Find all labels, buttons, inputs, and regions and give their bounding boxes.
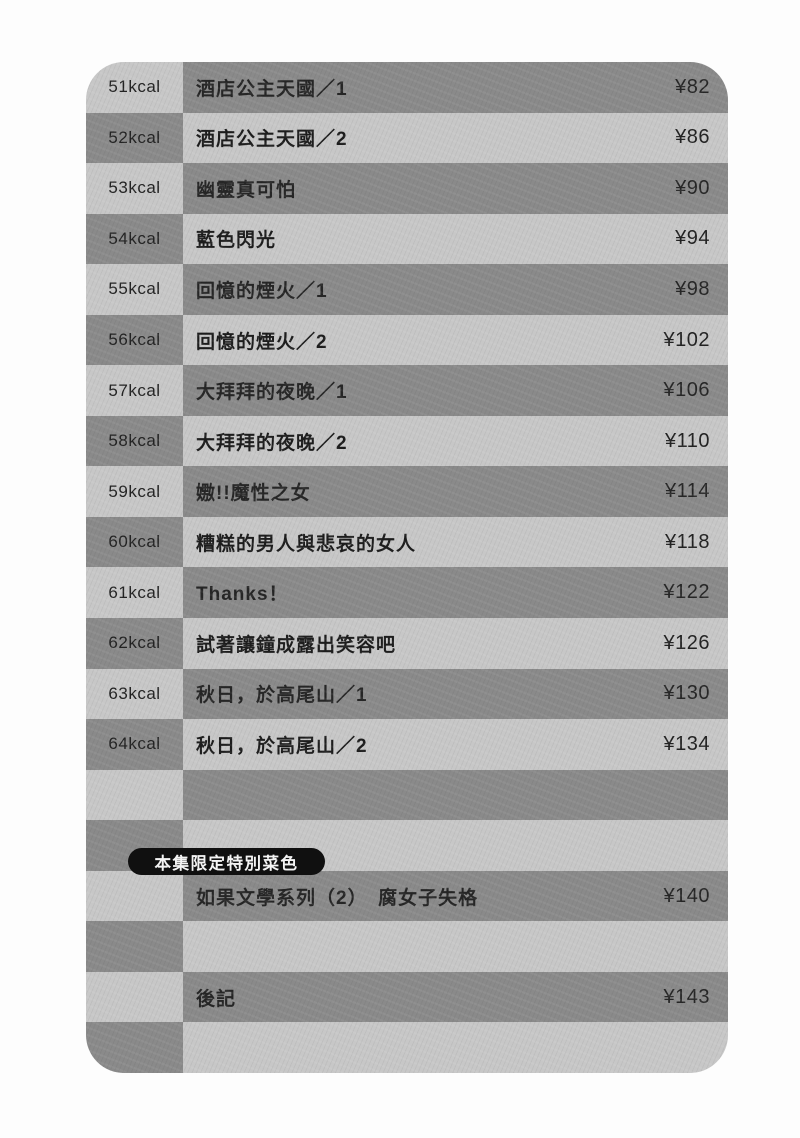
chapter-title: 大拜拜的夜晚／1: [196, 382, 348, 404]
page-number: ¥94: [675, 227, 710, 250]
chapter-title: 酒店公主天國／1: [196, 78, 348, 100]
kcal-label: [86, 870, 183, 922]
kcal-label: [86, 971, 183, 1023]
chapter-title: 回憶的煙火／1: [196, 280, 328, 302]
special-section-badge: 本集限定特別菜色: [128, 848, 325, 875]
toc-row: 64kcal 秋日，於高尾山／2 ¥134: [86, 719, 728, 770]
toc-row-main: 大拜拜的夜晚／2 ¥110: [183, 415, 728, 467]
page-number: ¥140: [663, 884, 710, 907]
kcal-label: [86, 1022, 183, 1073]
kcal-label: 63kcal: [86, 668, 183, 720]
toc-row-main: 回憶的煙火／1 ¥98: [183, 264, 728, 315]
page-number: ¥98: [675, 277, 710, 300]
chapter-title: 回憶的煙火／2: [196, 331, 328, 353]
page-number: ¥130: [663, 682, 710, 705]
chapter-title: 後記: [196, 988, 237, 1010]
toc-row: [86, 1022, 728, 1073]
kcal-label: 53kcal: [86, 163, 183, 214]
page-number: ¥106: [663, 379, 710, 402]
toc-row-main: 嫐!!魔性之女 ¥114: [183, 466, 728, 517]
toc-row-main: 如果文學系列（2） 腐女子失格 ¥140: [183, 870, 728, 922]
kcal-label: 61kcal: [86, 567, 183, 619]
page-number: ¥143: [663, 985, 710, 1008]
toc-row: 53kcal 幽靈真可怕 ¥90: [86, 163, 728, 214]
page-number: ¥126: [663, 631, 710, 654]
kcal-label: 60kcal: [86, 516, 183, 568]
toc-row-main: 大拜拜的夜晚／1 ¥106: [183, 365, 728, 416]
toc-row: [86, 921, 728, 972]
page-number: ¥90: [675, 176, 710, 199]
toc-row-main: 後記 ¥143: [183, 971, 728, 1023]
kcal-label: 57kcal: [86, 365, 183, 416]
toc-row: 56kcal 回憶的煙火／2 ¥102: [86, 314, 728, 366]
kcal-label: 59kcal: [86, 466, 183, 517]
toc-row-main: 糟糕的男人與悲哀的女人 ¥118: [183, 516, 728, 568]
toc-row-main: 酒店公主天國／2 ¥86: [183, 112, 728, 164]
toc-row: 58kcal 大拜拜的夜晚／2 ¥110: [86, 415, 728, 467]
toc-row-main: 幽靈真可怕 ¥90: [183, 163, 728, 214]
kcal-label: 54kcal: [86, 213, 183, 265]
page-number: ¥82: [675, 75, 710, 98]
toc-row-main: [183, 769, 728, 821]
page-number: ¥86: [675, 126, 710, 149]
page-number: ¥102: [663, 328, 710, 351]
toc-row: 61kcal Thanks！ ¥122: [86, 567, 728, 619]
toc-row: 63kcal 秋日，於高尾山／1 ¥130: [86, 668, 728, 720]
toc-row: 59kcal 嫐!!魔性之女 ¥114: [86, 466, 728, 517]
toc-row: 62kcal 試著讓鐘成露出笑容吧 ¥126: [86, 618, 728, 669]
chapter-title: 酒店公主天國／2: [196, 129, 348, 151]
chapter-title: 秋日，於高尾山／1: [196, 685, 368, 707]
toc-row: [86, 769, 728, 821]
page-number: ¥122: [663, 581, 710, 604]
page-number: ¥110: [664, 429, 710, 452]
chapter-title: 試著讓鐘成露出笑容吧: [196, 634, 397, 656]
toc-row-main: 試著讓鐘成露出笑容吧 ¥126: [183, 618, 728, 669]
toc-row: 51kcal 酒店公主天國／1 ¥82: [86, 62, 728, 113]
toc-row: 54kcal 藍色閃光 ¥94: [86, 213, 728, 265]
toc-row-main: 秋日，於高尾山／2 ¥134: [183, 719, 728, 770]
kcal-label: 64kcal: [86, 719, 183, 770]
chapter-title: 秋日，於高尾山／2: [196, 735, 368, 757]
chapter-title: Thanks！: [196, 584, 289, 606]
toc-row-main: [183, 1022, 728, 1073]
chapter-title: 大拜拜的夜晚／2: [196, 432, 348, 454]
kcal-label: 62kcal: [86, 618, 183, 669]
chapter-title: 糟糕的男人與悲哀的女人: [196, 533, 417, 555]
page-number: ¥118: [664, 530, 710, 553]
chapter-title: 如果文學系列（2） 腐女子失格: [196, 887, 479, 909]
toc-row-main: [183, 921, 728, 972]
toc-row: 60kcal 糟糕的男人與悲哀的女人 ¥118: [86, 516, 728, 568]
chapter-title: 幽靈真可怕: [196, 179, 297, 201]
toc-row-main: Thanks！ ¥122: [183, 567, 728, 619]
toc-row: 如果文學系列（2） 腐女子失格 ¥140: [86, 870, 728, 922]
kcal-label: 58kcal: [86, 415, 183, 467]
toc-row-list: 51kcal 酒店公主天國／1 ¥82 52kcal 酒店公主天國／2 ¥86 …: [86, 62, 728, 1073]
chapter-title: 嫐!!魔性之女: [196, 483, 311, 505]
toc-row: 55kcal 回憶的煙火／1 ¥98: [86, 264, 728, 315]
toc-row-main: 酒店公主天國／1 ¥82: [183, 62, 728, 113]
chapter-title: 藍色閃光: [196, 230, 277, 252]
page-number: ¥134: [663, 732, 710, 755]
toc-row: 後記 ¥143: [86, 971, 728, 1023]
kcal-label: 51kcal: [86, 62, 183, 113]
table-of-contents-card: 51kcal 酒店公主天國／1 ¥82 52kcal 酒店公主天國／2 ¥86 …: [86, 62, 728, 1073]
kcal-label: 56kcal: [86, 314, 183, 366]
toc-row-main: 藍色閃光 ¥94: [183, 213, 728, 265]
kcal-label: 52kcal: [86, 112, 183, 164]
kcal-label: 55kcal: [86, 264, 183, 315]
kcal-label: [86, 769, 183, 821]
toc-row-main: 秋日，於高尾山／1 ¥130: [183, 668, 728, 720]
kcal-label: [86, 921, 183, 972]
toc-row-main: 回憶的煙火／2 ¥102: [183, 314, 728, 366]
page-number: ¥114: [664, 480, 710, 503]
toc-row: 57kcal 大拜拜的夜晚／1 ¥106: [86, 365, 728, 416]
toc-row: 52kcal 酒店公主天國／2 ¥86: [86, 112, 728, 164]
